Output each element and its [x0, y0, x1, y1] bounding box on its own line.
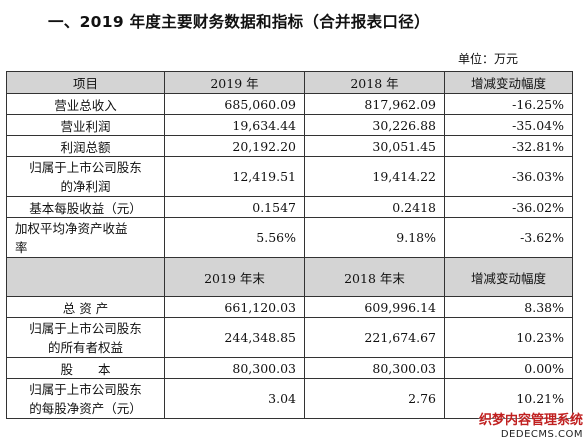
row-label-line2: 的每股净资产（元） [29, 400, 142, 416]
value-change: 10.21% [444, 378, 573, 419]
page-title: 一、2019 年度主要财务数据和指标（合并报表口径） [48, 13, 430, 31]
value-change: -35.04% [444, 114, 573, 136]
value-2019: 0.1547 [164, 196, 305, 218]
value-change: -16.25% [444, 93, 573, 115]
header-cell-change: 增减变动幅度 [444, 71, 573, 94]
table-row: 归属于上市公司股东 的每股净资产（元） 3.04 2.76 10.21% [6, 378, 573, 419]
row-label-line1: 加权平均净资产收益 [15, 220, 128, 236]
value-2019: 5.56% [164, 217, 305, 258]
table-row: 营业总收入 685,060.09 817,962.09 -16.25% [6, 93, 573, 115]
table-row: 营业利润 19,634.44 30,226.88 -35.04% [6, 114, 573, 136]
value-change: -32.81% [444, 135, 573, 157]
value-2019: 80,300.03 [164, 357, 305, 379]
table-row: 归属于上市公司股东 的净利润 12,419.51 19,414.22 -36.0… [6, 156, 573, 197]
value-2018: 30,051.45 [304, 135, 445, 157]
value-change: 8.38% [444, 296, 573, 318]
value-change: 10.23% [444, 317, 573, 358]
header-cell-empty [6, 257, 165, 297]
value-2019: 685,060.09 [164, 93, 305, 115]
value-2018: 2.76 [304, 378, 445, 419]
row-label: 营业总收入 [6, 93, 165, 115]
value-change: -36.02% [444, 196, 573, 218]
table-row: 股 本 80,300.03 80,300.03 0.00% [6, 357, 573, 379]
table-row: 基本每股收益（元） 0.1547 0.2418 -36.02% [6, 196, 573, 218]
value-2018: 817,962.09 [304, 93, 445, 115]
value-2018: 0.2418 [304, 196, 445, 218]
header-cell-2018: 2018 年 [304, 71, 445, 94]
value-2018: 221,674.67 [304, 317, 445, 358]
table-subheader-row: 2019 年末 2018 年末 增减变动幅度 [6, 257, 573, 297]
row-label-line1: 归属于上市公司股东 [29, 320, 142, 336]
row-label-line2: 的净利润 [60, 178, 111, 194]
value-2018: 30,226.88 [304, 114, 445, 136]
header-cell-2018-end: 2018 年末 [304, 257, 445, 297]
unit-label: 单位：万元 [458, 52, 519, 66]
financial-table: 项目 2019 年 2018 年 增减变动幅度 营业总收入 685,060.09… [6, 71, 573, 419]
row-label: 总 资 产 [6, 296, 165, 318]
value-2018: 9.18% [304, 217, 445, 258]
value-change: 0.00% [444, 357, 573, 379]
row-label-line2: 的所有者权益 [47, 339, 123, 355]
value-2019: 244,348.85 [164, 317, 305, 358]
header-cell-item: 项目 [6, 71, 165, 94]
table-row: 加权平均净资产收益 率 5.56% 9.18% -3.62% [6, 217, 573, 258]
table-row: 总 资 产 661,120.03 609,996.14 8.38% [6, 296, 573, 318]
value-2019: 20,192.20 [164, 135, 305, 157]
row-label: 股 本 [6, 357, 165, 379]
table-row: 利润总额 20,192.20 30,051.45 -32.81% [6, 135, 573, 157]
row-label-line2: 率 [15, 239, 28, 255]
header-cell-2019: 2019 年 [164, 71, 305, 94]
row-label: 归属于上市公司股东 的所有者权益 [6, 317, 165, 358]
row-label: 利润总额 [6, 135, 165, 157]
watermark-line2: DEDECMS.COM [500, 429, 583, 440]
watermark: 织梦内容管理系统 DEDECMS.COM [479, 414, 583, 442]
row-label: 加权平均净资产收益 率 [6, 217, 165, 258]
table-header-row: 项目 2019 年 2018 年 增减变动幅度 [6, 71, 573, 94]
value-2019: 12,419.51 [164, 156, 305, 197]
watermark-line1: 织梦内容管理系统 [478, 413, 583, 428]
value-2018: 19,414.22 [304, 156, 445, 197]
value-2019: 3.04 [164, 378, 305, 419]
value-change: -3.62% [444, 217, 573, 258]
header-cell-change: 增减变动幅度 [444, 257, 573, 297]
value-change: -36.03% [444, 156, 573, 197]
value-2019: 661,120.03 [164, 296, 305, 318]
header-cell-2019-end: 2019 年末 [164, 257, 305, 297]
row-label: 营业利润 [6, 114, 165, 136]
row-label: 基本每股收益（元） [6, 196, 165, 218]
row-label-line1: 归属于上市公司股东 [29, 381, 142, 397]
value-2018: 80,300.03 [304, 357, 445, 379]
row-label: 归属于上市公司股东 的净利润 [6, 156, 165, 197]
row-label: 归属于上市公司股东 的每股净资产（元） [6, 378, 165, 419]
table-row: 归属于上市公司股东 的所有者权益 244,348.85 221,674.67 1… [6, 317, 573, 358]
value-2019: 19,634.44 [164, 114, 305, 136]
row-label-line1: 归属于上市公司股东 [29, 159, 142, 175]
value-2018: 609,996.14 [304, 296, 445, 318]
